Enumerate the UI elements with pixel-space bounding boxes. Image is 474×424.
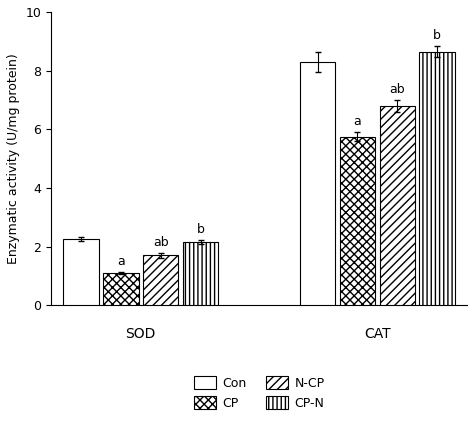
Text: ab: ab (153, 236, 169, 249)
Bar (340, 137, 375, 305)
Bar (380, 106, 415, 305)
Bar (103, 273, 138, 305)
Text: SOD: SOD (126, 327, 156, 341)
Text: ab: ab (390, 83, 405, 96)
Bar (419, 52, 455, 305)
Bar (300, 62, 335, 305)
Text: b: b (197, 223, 204, 236)
Y-axis label: Enzymatic activity (U/mg protein): Enzymatic activity (U/mg protein) (7, 53, 20, 264)
Legend: Con, CP, N-CP, CP-N: Con, CP, N-CP, CP-N (194, 376, 324, 410)
Text: CAT: CAT (364, 327, 391, 341)
Text: b: b (433, 29, 441, 42)
Text: a: a (117, 255, 125, 268)
Bar (64, 239, 99, 305)
Bar (143, 255, 178, 305)
Bar (183, 242, 218, 305)
Text: a: a (354, 115, 361, 128)
